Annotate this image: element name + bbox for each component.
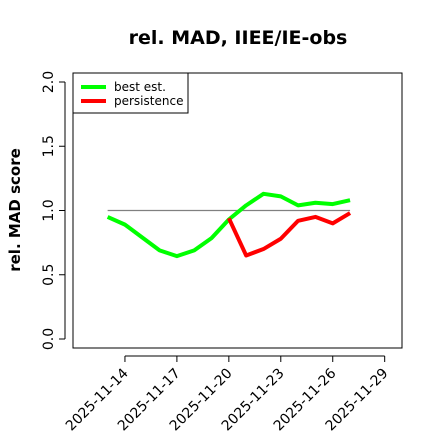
- legend-label: best est.: [114, 80, 166, 94]
- y-tick-label: 1.5: [41, 135, 57, 157]
- plot-box: [72, 72, 403, 349]
- y-tick-label: 0.0: [41, 328, 57, 350]
- y-axis-label: rel. MAD score: [6, 148, 24, 272]
- legend-label: persistence: [114, 94, 183, 108]
- series-line: [106, 191, 351, 259]
- y-tick-label: 2.0: [41, 71, 57, 93]
- chart-title: rel. MAD, IIEE/IE-obs: [129, 27, 348, 49]
- y-tick-label: 0.5: [41, 264, 57, 286]
- series-line: [227, 211, 352, 258]
- legend-box: [72, 72, 189, 114]
- y-tick-label: 1.0: [41, 199, 57, 221]
